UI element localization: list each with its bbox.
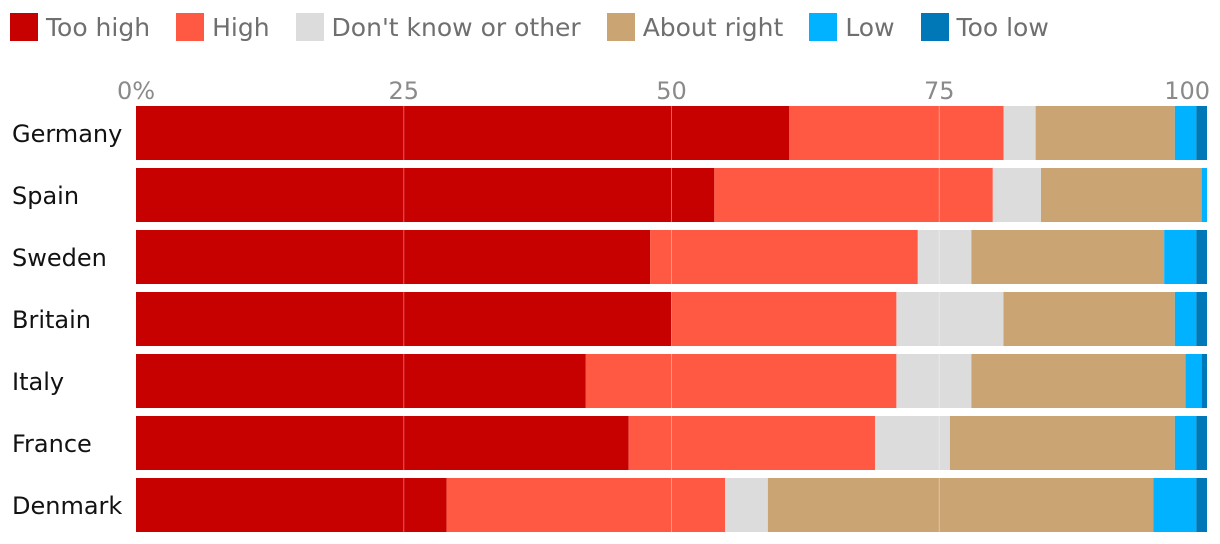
row-label-denmark: Denmark (12, 492, 122, 520)
bar-italy-too-high (136, 354, 586, 408)
x-tick-label-25: 25 (388, 77, 419, 105)
bar-denmark-too-low (1196, 478, 1207, 532)
x-tick-label-0: 0% (117, 77, 155, 105)
bar-spain-about-right (1040, 168, 1202, 222)
legend-item-about-right: About right (606, 12, 784, 42)
row-label-britain: Britain (12, 306, 91, 334)
bar-sweden-low (1164, 230, 1197, 284)
legend-label-don-t-know-or-other: Don't know or other (331, 12, 581, 42)
legend-swatch-don-t-know-or-other (295, 13, 324, 41)
legend-label-about-right: About right (642, 12, 784, 42)
bar-germany-about-right (1035, 106, 1175, 160)
bar-sweden-too-high (136, 230, 651, 284)
bar-germany-high (789, 106, 1004, 160)
x-tick-label-100: 100 (1164, 77, 1210, 105)
bar-britain-high (671, 292, 897, 346)
bar-spain-don-t-know-or-other (992, 168, 1041, 222)
bar-spain-high (714, 168, 993, 222)
bar-italy-don-t-know-or-other (896, 354, 972, 408)
bar-italy-about-right (971, 354, 1186, 408)
legend-swatch-low (809, 13, 838, 41)
bar-spain-low (1201, 168, 1207, 222)
legend-swatch-too-high (10, 13, 38, 41)
row-label-italy: Italy (12, 368, 64, 396)
bar-germany-too-high (136, 106, 790, 160)
bar-denmark-too-high (136, 478, 447, 532)
legend-item-high: High (176, 12, 270, 42)
bar-sweden-high (650, 230, 918, 284)
legend-label-low: Low (845, 12, 895, 42)
bar-sweden-too-low (1196, 230, 1207, 284)
x-tick-label-50: 50 (656, 77, 687, 105)
legend-item-low: Low (809, 12, 895, 42)
row-label-germany: Germany (12, 120, 122, 148)
legend-label-too-high: Too high (46, 12, 151, 42)
row-label-spain: Spain (12, 182, 79, 210)
bar-france-high (628, 416, 875, 470)
row-label-sweden: Sweden (12, 244, 107, 272)
bar-germany-don-t-know-or-other (1003, 106, 1036, 160)
bar-britain-about-right (1003, 292, 1175, 346)
bar-italy-high (585, 354, 897, 408)
legend-item-too-high: Too high (10, 13, 150, 42)
bar-france-too-low (1196, 416, 1207, 470)
bar-britain-too-high (136, 292, 672, 346)
bar-britain-low (1174, 292, 1197, 346)
bar-france-don-t-know-or-other (874, 416, 950, 470)
bar-britain-don-t-know-or-other (896, 292, 1004, 346)
x-tick-label-75: 75 (924, 77, 955, 105)
bar-spain-too-high (136, 168, 715, 222)
row-label-france: France (12, 430, 92, 458)
bar-denmark-low (1153, 478, 1197, 532)
legend-item-too-low: Too low (920, 12, 1049, 42)
legend-swatch-high (176, 13, 205, 41)
bar-france-about-right (949, 416, 1175, 470)
bar-denmark-don-t-know-or-other (725, 478, 768, 532)
bar-denmark-about-right (767, 478, 1154, 532)
bar-germany-too-low (1196, 106, 1207, 160)
bar-denmark-high (446, 478, 726, 532)
bar-sweden-about-right (971, 230, 1165, 284)
bar-france-low (1174, 416, 1197, 470)
legend-swatch-too-low (920, 13, 949, 41)
legend-label-too-low: Too low (956, 12, 1049, 42)
bar-italy-too-low (1201, 354, 1207, 408)
legend-swatch-about-right (606, 13, 635, 41)
legend: Too high High Don't know or other About rig… (10, 10, 1075, 44)
bar-britain-too-low (1196, 292, 1207, 346)
bar-france-too-high (136, 416, 629, 470)
bar-sweden-don-t-know-or-other (917, 230, 972, 284)
legend-item-don-t-know-or-other: Don't know or other (295, 12, 581, 42)
bar-italy-low (1185, 354, 1202, 408)
bars (136, 106, 1207, 532)
legend-label-high: High (212, 12, 270, 42)
bar-germany-low (1174, 106, 1197, 160)
